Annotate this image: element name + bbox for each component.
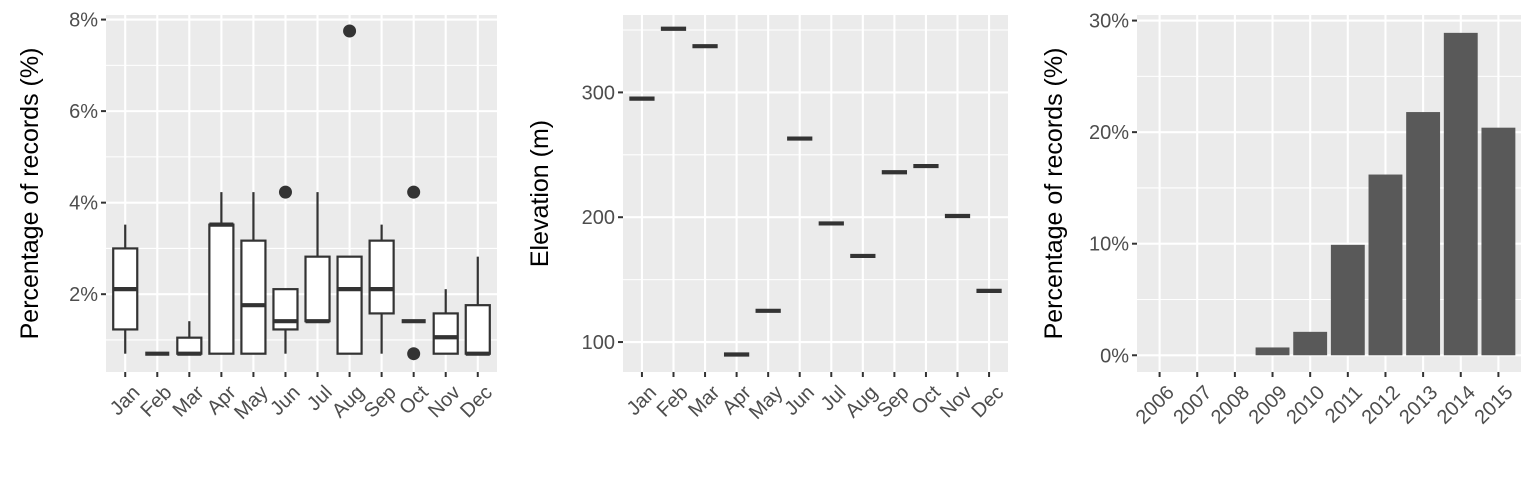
x-tick-label: May — [230, 382, 272, 424]
x-tick-label: Mar — [684, 381, 724, 421]
box-nov — [432, 289, 459, 355]
bar-2011 — [1330, 244, 1365, 356]
x-tick-label: 2007 — [1169, 382, 1216, 429]
box-body — [240, 239, 267, 355]
x-tick-label: 2015 — [1471, 382, 1518, 429]
box-sep — [368, 224, 395, 354]
box-apr — [208, 192, 235, 355]
x-tick-label: Oct — [908, 381, 946, 419]
x-tick-label: Jan — [623, 382, 661, 420]
box-aug — [336, 24, 363, 355]
x-tick-label: 2014 — [1433, 382, 1480, 429]
x-tick-label: Dec — [456, 382, 497, 423]
x-tick-label: Oct — [395, 381, 433, 419]
box-may — [240, 192, 267, 355]
x-tick-label: Aug — [328, 382, 369, 423]
x-tick-label: 2012 — [1358, 382, 1405, 429]
x-tick-label: Mar — [169, 381, 209, 421]
box-oct — [401, 185, 426, 361]
box-body — [336, 255, 363, 355]
x-tick-label: Feb — [653, 382, 693, 422]
y-tick-label: 10% — [1089, 234, 1129, 256]
box-body — [432, 312, 459, 355]
x-tick-label: Feb — [136, 382, 176, 422]
x-tick-label: 2013 — [1395, 382, 1442, 429]
panel-2: 100200300JanFebMarAprMayJunJulAugSepOctN… — [526, 15, 1008, 424]
box-body — [176, 336, 203, 355]
y-tick-label: 20% — [1089, 122, 1129, 144]
x-tick-label: 2009 — [1245, 382, 1292, 429]
box-body — [304, 255, 331, 323]
x-tick-label: 2010 — [1282, 382, 1329, 429]
x-tick-label: 2008 — [1207, 382, 1254, 429]
x-tick-label: Nov — [424, 382, 465, 423]
panel-background — [623, 15, 1008, 372]
box-body — [272, 288, 299, 331]
x-tick-label: 2006 — [1132, 382, 1179, 429]
y-tick-label: 0% — [1100, 345, 1129, 367]
box-dec — [464, 256, 491, 356]
bar-2014 — [1443, 32, 1478, 356]
y-tick-label: 200 — [582, 207, 615, 229]
y-axis-title: Elevation (m) — [526, 120, 554, 267]
box-jul — [304, 192, 331, 324]
y-axis-title: Percentage of records (%) — [1040, 48, 1068, 340]
y-tick-label: 100 — [582, 332, 615, 354]
panel-3: 0%10%20%30%20062007200820092010201120122… — [1040, 11, 1521, 429]
outlier-point — [343, 24, 357, 38]
box-body — [368, 239, 395, 315]
bar-2012 — [1368, 174, 1403, 356]
x-tick-label: 2011 — [1321, 382, 1367, 428]
box-body — [208, 223, 235, 355]
x-tick-label: Sep — [360, 382, 401, 423]
y-tick-label: 30% — [1089, 11, 1129, 33]
bar-2009 — [1255, 347, 1290, 356]
x-tick-label: Nov — [936, 382, 977, 423]
y-tick-label: 2% — [69, 284, 98, 306]
x-tick-label: Jun — [266, 382, 304, 420]
box-jun — [272, 185, 299, 354]
outlier-point — [278, 185, 292, 199]
outlier-point — [407, 185, 421, 199]
x-tick-label: Jun — [781, 382, 819, 420]
y-tick-label: 8% — [69, 10, 98, 32]
y-tick-label: 4% — [69, 193, 98, 215]
bar-2010 — [1293, 331, 1328, 356]
panel-1: 2%4%6%8%JanFebMarAprMayJunJulAugSepOctNo… — [16, 10, 497, 424]
box-jan — [112, 224, 139, 354]
panel-background — [106, 15, 497, 372]
outlier-point — [407, 347, 421, 361]
y-axis-title: Percentage of records (%) — [16, 48, 44, 340]
x-tick-label: Dec — [967, 382, 1008, 423]
y-tick-label: 6% — [69, 101, 98, 123]
box-body — [464, 304, 491, 355]
bar-2015 — [1481, 127, 1516, 356]
x-tick-label: Jan — [106, 382, 144, 420]
bar-2013 — [1406, 112, 1441, 356]
x-tick-label: Aug — [841, 382, 882, 423]
x-tick-label: Sep — [873, 382, 914, 423]
box-mar — [176, 321, 203, 356]
y-tick-label: 300 — [582, 82, 615, 104]
